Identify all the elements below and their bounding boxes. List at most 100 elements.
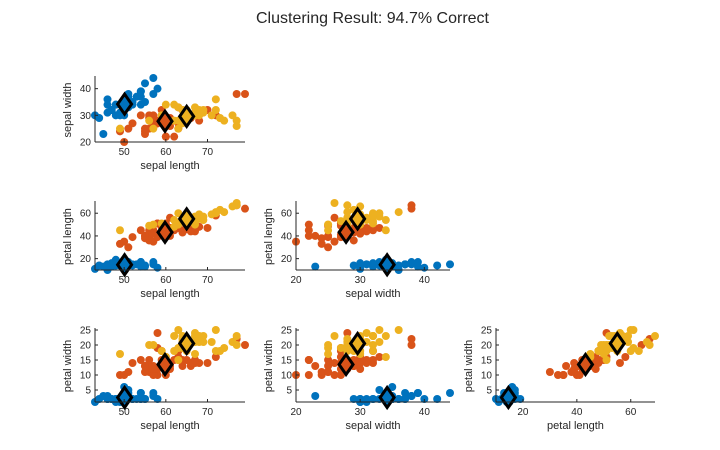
centroid-marker (177, 103, 196, 130)
y-tick-label: 5 (85, 386, 91, 397)
data-point (124, 124, 133, 133)
data-point (232, 90, 241, 98)
data-point (375, 223, 384, 232)
data-point (375, 212, 384, 221)
centroid-marker (378, 252, 396, 278)
data-point (516, 395, 525, 403)
data-point (362, 356, 371, 364)
data-point (304, 231, 313, 240)
y-tick-label: 60 (281, 209, 293, 220)
data-point (199, 338, 208, 346)
data-point (330, 213, 339, 222)
data-point (311, 231, 320, 240)
data-point (336, 371, 345, 379)
x-tick-label: 50 (119, 147, 131, 158)
data-point (336, 217, 345, 226)
data-point (136, 111, 145, 120)
y-tick-label: 25 (80, 326, 92, 337)
x-tick-label: 20 (290, 275, 302, 286)
data-point (211, 347, 220, 355)
panel-5: 20 40 60 5 10 15 20 25 petal length petal width (463, 326, 659, 432)
data-point (375, 386, 384, 394)
data-point (141, 98, 149, 106)
data-point (311, 392, 320, 400)
data-point (149, 392, 158, 400)
data-point (394, 208, 403, 217)
y-tick-label: 15 (80, 356, 92, 367)
data-point (343, 335, 352, 343)
data-point (107, 259, 116, 268)
centroid-marker (177, 330, 196, 357)
data-point (178, 362, 187, 370)
y-tick-label: 20 (281, 254, 293, 265)
x-tick-label: 70 (202, 275, 214, 286)
data-point (99, 130, 108, 138)
x-tick-label: 60 (625, 407, 637, 418)
data-point (349, 261, 358, 270)
data-point (317, 239, 326, 248)
y-axis-label: petal width (62, 340, 74, 393)
data-point (356, 365, 365, 373)
data-point (141, 262, 149, 271)
data-point (145, 341, 154, 349)
x-tick-label: 50 (119, 407, 131, 418)
data-point (128, 233, 137, 242)
data-point (381, 332, 390, 340)
data-point (211, 353, 220, 361)
x-tick-label: 60 (160, 275, 172, 286)
data-point (232, 116, 241, 125)
data-point (136, 356, 145, 364)
centroid-marker (115, 252, 134, 278)
data-point (330, 237, 339, 246)
data-point (615, 359, 624, 367)
y-tick-label: 20 (281, 341, 293, 352)
x-axis-label: sepal length (140, 288, 199, 300)
data-point (336, 344, 345, 352)
y-tick-label: 20 (481, 341, 493, 352)
data-point (145, 116, 154, 125)
data-point (356, 259, 365, 268)
x-tick-label: 40 (571, 407, 583, 418)
data-point (132, 395, 141, 403)
data-point (645, 341, 654, 349)
data-point (149, 90, 158, 98)
data-point (317, 368, 326, 376)
data-point (562, 362, 571, 370)
centroid-marker (156, 351, 174, 378)
data-point (381, 353, 390, 361)
data-point (141, 368, 149, 376)
data-point (174, 326, 183, 334)
panel-3: 50 60 70 5 10 15 20 25 sepal length petal width (62, 326, 249, 432)
data-point (99, 262, 108, 271)
data-point (413, 389, 422, 397)
data-point (116, 350, 124, 358)
data-point (207, 338, 216, 346)
data-point (141, 395, 149, 403)
x-tick-label: 20 (517, 407, 529, 418)
data-point (311, 262, 320, 271)
data-point (324, 226, 333, 235)
data-point (599, 350, 608, 358)
data-point (317, 234, 326, 243)
centroid-marker (576, 351, 595, 378)
y-tick-label: 20 (80, 138, 92, 149)
data-point (394, 326, 403, 334)
x-tick-label: 20 (290, 407, 302, 418)
data-point (401, 389, 410, 397)
data-point (362, 260, 371, 269)
data-point (220, 344, 229, 352)
data-point (170, 216, 179, 225)
data-point (132, 260, 141, 269)
data-point (203, 359, 212, 367)
x-tick-label: 50 (119, 275, 131, 286)
data-point (369, 210, 377, 219)
data-point (195, 210, 204, 219)
data-point (375, 326, 384, 334)
centroid-marker (608, 330, 627, 357)
data-point (304, 356, 313, 364)
data-point (178, 228, 187, 237)
x-tick-label: 40 (419, 275, 431, 286)
data-point (394, 395, 403, 403)
data-point (324, 344, 333, 352)
x-axis-label: sepal width (345, 420, 400, 432)
